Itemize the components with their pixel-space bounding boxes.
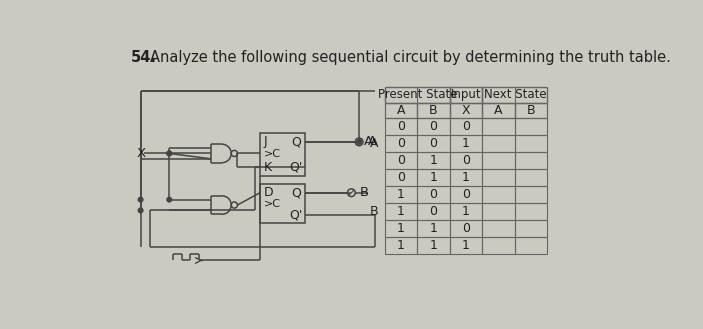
Text: 1: 1 <box>430 171 437 184</box>
Text: 1: 1 <box>430 222 437 235</box>
Text: 1: 1 <box>462 171 470 184</box>
Circle shape <box>167 197 172 202</box>
Text: B: B <box>430 104 438 117</box>
Text: Q: Q <box>291 186 301 199</box>
Text: Analyze the following sequential circuit by determining the truth table.: Analyze the following sequential circuit… <box>150 50 671 65</box>
Text: A: A <box>363 136 373 148</box>
Text: 0: 0 <box>430 137 437 150</box>
Text: A: A <box>370 137 378 150</box>
Text: B: B <box>370 205 378 218</box>
Text: K: K <box>264 161 272 174</box>
Text: 1: 1 <box>397 188 405 201</box>
Text: Next State: Next State <box>484 89 546 101</box>
Text: X: X <box>136 147 146 160</box>
Text: D: D <box>264 186 273 199</box>
Circle shape <box>357 139 361 144</box>
Text: A: A <box>368 136 377 148</box>
Text: Input: Input <box>451 89 482 101</box>
Circle shape <box>167 151 172 156</box>
Text: 1: 1 <box>397 239 405 252</box>
Text: 0: 0 <box>462 120 470 133</box>
Text: 1: 1 <box>462 239 470 252</box>
Text: 1: 1 <box>462 137 470 150</box>
Text: X: X <box>462 104 470 117</box>
Text: A: A <box>396 104 405 117</box>
Circle shape <box>138 197 143 202</box>
Text: 0: 0 <box>397 171 405 184</box>
Text: 0: 0 <box>430 120 437 133</box>
Text: 0: 0 <box>462 188 470 201</box>
Bar <box>260 134 305 176</box>
Text: 1: 1 <box>430 239 437 252</box>
Text: Q': Q' <box>290 209 303 221</box>
Text: 1: 1 <box>430 154 437 167</box>
Text: 1: 1 <box>397 222 405 235</box>
Text: 0: 0 <box>397 120 405 133</box>
Text: 0: 0 <box>397 137 405 150</box>
Text: B: B <box>527 104 536 117</box>
Text: 0: 0 <box>462 154 470 167</box>
Text: >C: >C <box>264 199 280 209</box>
Circle shape <box>138 208 143 213</box>
Text: 1: 1 <box>397 205 405 218</box>
Circle shape <box>167 151 172 156</box>
Bar <box>260 184 305 223</box>
Text: 1: 1 <box>462 205 470 218</box>
Text: 54.: 54. <box>131 50 157 65</box>
Text: A: A <box>494 104 503 117</box>
Text: 0: 0 <box>462 222 470 235</box>
Text: 0: 0 <box>430 205 437 218</box>
Text: Present State: Present State <box>378 89 457 101</box>
Text: 0: 0 <box>397 154 405 167</box>
Text: Q: Q <box>291 136 301 148</box>
Text: Q': Q' <box>290 161 303 174</box>
Text: B: B <box>360 186 369 199</box>
Text: >C: >C <box>264 149 280 159</box>
Text: 0: 0 <box>430 188 437 201</box>
Text: J: J <box>264 136 267 148</box>
